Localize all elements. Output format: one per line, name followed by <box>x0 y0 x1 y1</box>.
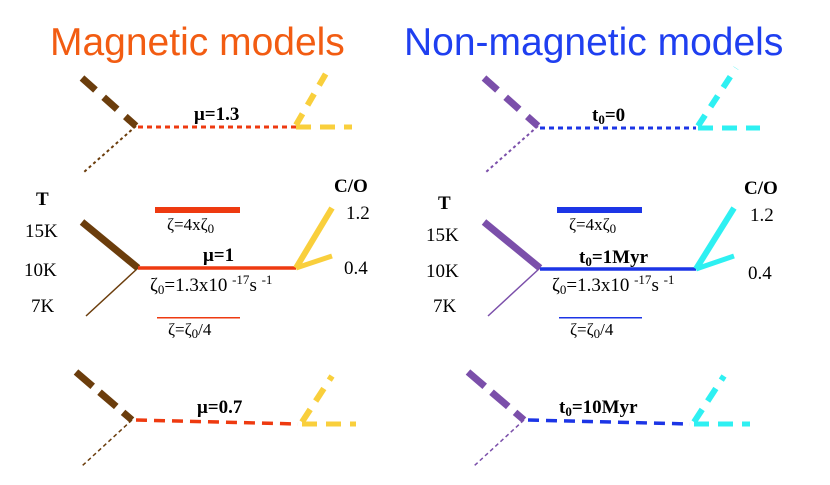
non-magnetic-middle-diagram <box>481 206 737 319</box>
temp-high-branch <box>481 219 543 271</box>
co-header: C/O <box>334 176 368 197</box>
temperature-15k: 15K <box>426 225 459 246</box>
temp-low-branch <box>83 125 137 173</box>
temperature-7k: 7K <box>31 296 55 317</box>
zeta-low-bar <box>157 317 240 319</box>
co-high-branch <box>695 66 739 128</box>
zeta-high-bar <box>155 207 240 213</box>
co-value-0-4: 0.4 <box>748 263 772 284</box>
co-high-branch <box>293 68 331 127</box>
zeta-low-bar <box>559 317 642 319</box>
temperature-7k: 7K <box>433 296 457 317</box>
non-magnetic-top-diagram <box>481 66 760 173</box>
temperature-15k: 15K <box>25 221 58 242</box>
co-high-branch <box>293 206 335 270</box>
magnetic-top-diagram <box>79 68 352 173</box>
zeta-low-label: ζ=ζ0/4 <box>570 320 614 341</box>
temperature-header: T <box>438 193 451 214</box>
co-value-0-4: 0.4 <box>344 258 368 279</box>
magnetic-bottom-diagram <box>73 369 356 467</box>
temp-high-branch <box>481 75 541 129</box>
zeta-high-label: ζ=4xζ0 <box>167 215 215 236</box>
mu-line <box>135 418 299 426</box>
mu-top-label: μ=1.3 <box>194 104 240 125</box>
co-high-branch <box>693 206 737 271</box>
zeta-low-label: ζ=ζ0/4 <box>168 320 212 341</box>
temperature-header: T <box>36 189 49 210</box>
temp-low-branch <box>485 125 539 173</box>
zeta-high-label: ζ=4xζ0 <box>569 215 617 236</box>
temp-high-branch <box>79 75 139 129</box>
magnetic-models-title: Magnetic models <box>50 21 345 64</box>
temp-low-branch <box>487 267 541 317</box>
zeta-base-label: ζ0=1.3x10 -17s -1 <box>150 272 273 297</box>
temp-low-branch <box>473 419 525 467</box>
co-value-1-2: 1.2 <box>750 205 774 226</box>
temperature-10k: 10K <box>426 261 459 282</box>
co-low-branch <box>695 253 735 272</box>
non-magnetic-models-title: Non-magnetic models <box>404 21 784 64</box>
temp-low-branch <box>81 419 133 467</box>
co-header: C/O <box>744 178 778 199</box>
non-magnetic-bottom-diagram <box>465 369 750 467</box>
temp-high-branch <box>79 219 141 271</box>
mu-bottom-label: μ=0.7 <box>197 397 243 418</box>
zeta-high-bar <box>557 207 642 213</box>
magnetic-middle-diagram <box>79 206 335 319</box>
t0-bottom-label: t0=10Myr <box>559 397 638 419</box>
time-line <box>527 418 691 426</box>
co-high-branch <box>299 374 335 424</box>
co-low-branch <box>295 253 333 271</box>
co-high-branch <box>691 374 727 424</box>
zeta-base-label: ζ0=1.3x10 -17s -1 <box>552 272 675 297</box>
temperature-10k: 10K <box>24 260 57 281</box>
co-value-1-2: 1.2 <box>346 203 370 224</box>
temp-high-branch <box>73 369 135 423</box>
temp-high-branch <box>465 369 527 423</box>
mu-middle-label: μ=1 <box>203 245 235 266</box>
t0-middle-label: t0=1Myr <box>579 247 649 269</box>
temp-low-branch <box>85 267 139 317</box>
t0-top-label: t0=0 <box>592 105 626 127</box>
